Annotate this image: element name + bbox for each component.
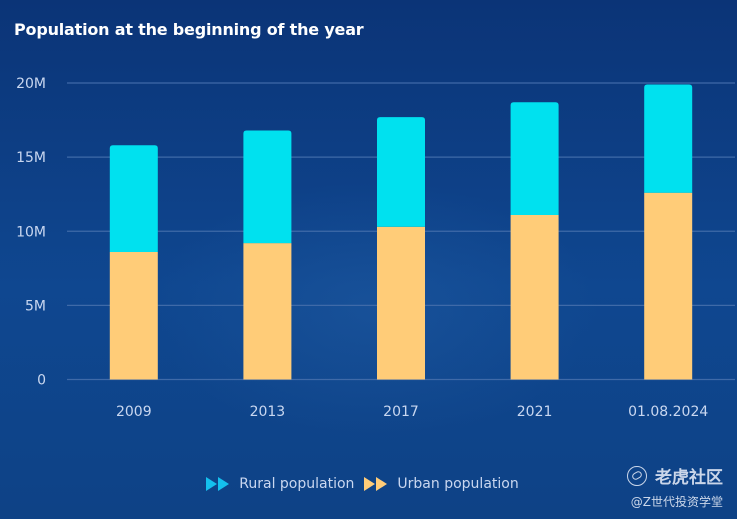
legend-item-urban[interactable]: Urban population <box>363 476 519 492</box>
watermark-handle: @Z世代投资学堂 <box>630 495 723 509</box>
legend-label-rural: Rural population <box>239 476 355 492</box>
bar-segment-urban-population[interactable] <box>510 214 559 380</box>
bar-segment-rural-population[interactable] <box>510 102 559 215</box>
bar-segment-urban-population[interactable] <box>243 243 292 380</box>
x-tick-label: 2017 <box>383 404 419 420</box>
bar-segment-rural-population[interactable] <box>109 145 158 253</box>
legend-item-rural[interactable]: Rural population <box>205 476 354 492</box>
x-tick-label: 2021 <box>517 404 553 420</box>
double-triangle-icon <box>205 477 231 491</box>
x-tick-label: 01.08.2024 <box>628 404 708 420</box>
bar-segment-rural-population[interactable] <box>644 84 693 193</box>
chart-title: Population at the beginning of the year <box>14 20 364 39</box>
legend-label-urban: Urban population <box>397 476 519 492</box>
bar-segment-rural-population[interactable] <box>377 117 425 227</box>
y-tick-label: 10M <box>16 224 46 240</box>
x-tick-label: 2009 <box>116 404 152 420</box>
double-triangle-icon <box>363 477 389 491</box>
y-tick-label: 15M <box>16 150 46 166</box>
tiger-logo-icon <box>627 465 647 486</box>
x-tick-label: 2013 <box>250 404 286 420</box>
x-axis-tick-labels: 2009 2013 2017 2021 01.08.2024 <box>116 404 708 420</box>
bar-segment-urban-population[interactable] <box>377 226 425 380</box>
y-axis-tick-labels: 0 5M 10M 15M 20M <box>16 76 46 389</box>
bar-segment-urban-population[interactable] <box>109 252 158 380</box>
bar-segment-urban-population[interactable] <box>644 192 693 380</box>
watermark: 老虎社区 @Z世代投资学堂 <box>627 463 723 510</box>
y-tick-label: 0 <box>37 373 46 389</box>
y-tick-label: 5M <box>25 298 46 314</box>
bar-segment-rural-population[interactable] <box>243 130 292 244</box>
y-tick-label: 20M <box>16 76 46 92</box>
legend: Rural population Urban population <box>0 476 737 492</box>
bars <box>109 84 693 380</box>
watermark-brand: 老虎社区 <box>655 468 723 488</box>
